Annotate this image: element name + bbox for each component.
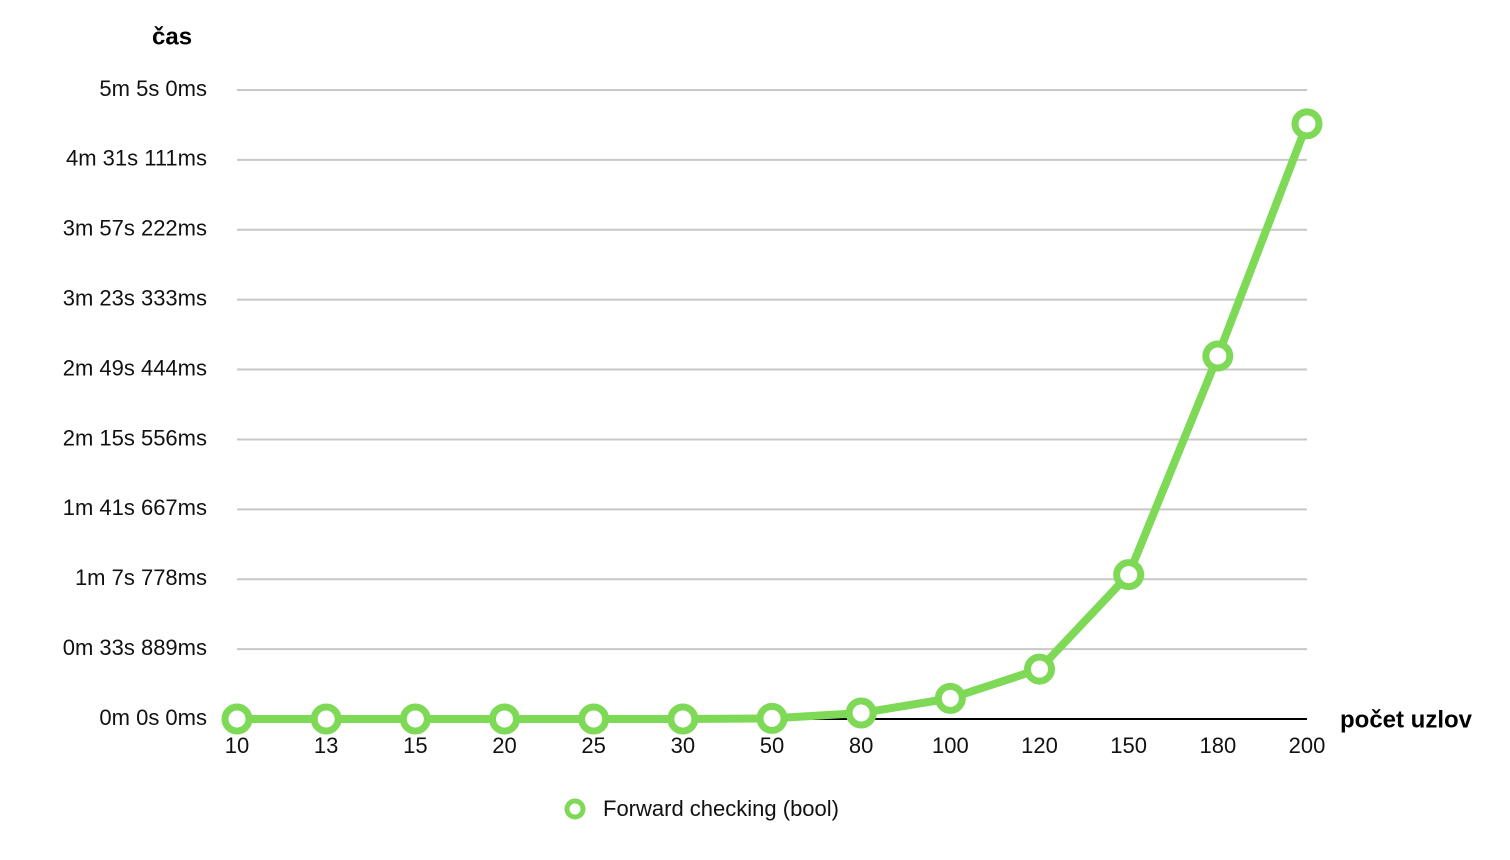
x-tick-label: 20 — [492, 733, 516, 758]
x-tick-label: 10 — [225, 733, 249, 758]
data-point — [1291, 108, 1323, 140]
x-tick-label: 120 — [1021, 733, 1058, 758]
series-forward-checking — [221, 108, 1323, 735]
legend-label: Forward checking (bool) — [603, 796, 839, 821]
y-tick-label: 1m 7s 778ms — [75, 565, 207, 590]
data-point — [667, 703, 699, 735]
x-tick-label: 100 — [932, 733, 969, 758]
data-point — [1113, 559, 1145, 591]
data-point — [934, 682, 966, 714]
x-tick-label: 150 — [1110, 733, 1147, 758]
y-tick-label: 4m 31s 111ms — [66, 146, 207, 171]
data-point — [310, 703, 342, 735]
gridlines — [237, 89, 1307, 720]
y-tick-label: 2m 49s 444ms — [63, 355, 207, 380]
data-point — [1024, 653, 1055, 685]
x-tick-label: 30 — [671, 733, 695, 758]
data-point — [845, 697, 877, 729]
data-point — [221, 703, 253, 735]
series-line — [233, 119, 1311, 723]
x-tick-label: 180 — [1199, 733, 1236, 758]
x-tick-label: 50 — [760, 733, 784, 758]
y-tick-label: 0m 33s 889ms — [63, 635, 207, 660]
data-point — [756, 702, 788, 734]
x-axis-title: počet uzlov — [1340, 706, 1473, 733]
y-tick-label: 2m 15s 556ms — [63, 425, 207, 450]
y-axis-tick-labels: 0m 0s 0ms 0m 33s 889ms 1m 7s 778ms 1m 41s 6… — [63, 76, 207, 730]
legend: Forward checking (bool) — [564, 796, 839, 821]
data-point — [1202, 340, 1234, 372]
y-tick-label: 3m 57s 222ms — [63, 216, 207, 241]
x-tick-label: 200 — [1289, 733, 1326, 758]
y-tick-label: 0m 0s 0ms — [99, 705, 207, 730]
x-tick-label: 25 — [581, 733, 605, 758]
x-tick-label: 15 — [403, 733, 427, 758]
x-axis-tick-labels: 10 13 15 20 25 30 50 80 100 120 150 180 200 — [225, 733, 1326, 758]
data-point — [399, 703, 431, 735]
y-tick-label: 1m 41s 667ms — [63, 495, 207, 520]
y-tick-label: 5m 5s 0ms — [99, 76, 207, 101]
data-point — [578, 703, 610, 735]
x-tick-label: 13 — [314, 733, 338, 758]
x-tick-label: 80 — [849, 733, 873, 758]
legend-marker — [564, 798, 586, 820]
y-axis-title: čas — [152, 23, 192, 50]
y-tick-label: 3m 23s 333ms — [63, 285, 207, 310]
data-point — [489, 703, 520, 735]
